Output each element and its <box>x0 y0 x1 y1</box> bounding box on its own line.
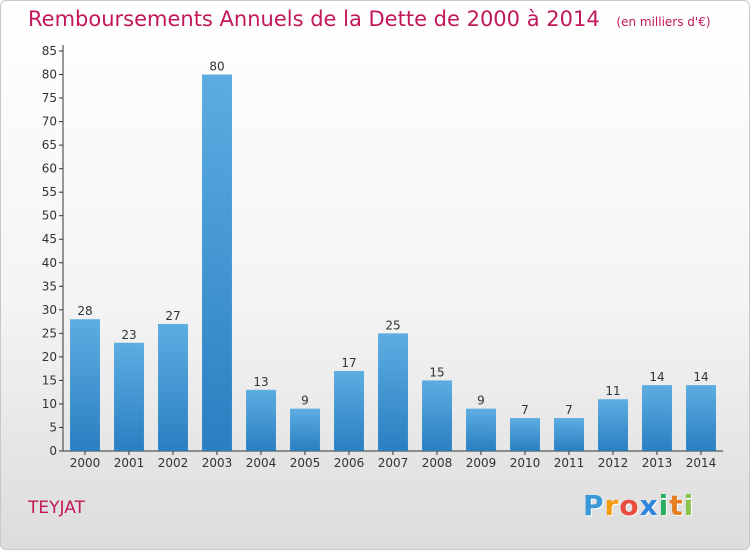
bar <box>290 408 320 451</box>
bar <box>202 74 232 451</box>
logo-letter: i <box>658 489 670 522</box>
bar-value-label: 28 <box>77 304 92 318</box>
bar-value-label: 80 <box>209 60 224 74</box>
x-tick-label: 2004 <box>246 456 277 470</box>
bar <box>510 418 540 451</box>
x-tick-label: 2000 <box>70 456 101 470</box>
bar-value-label: 27 <box>165 309 180 323</box>
bar <box>334 371 364 451</box>
bar-value-label: 25 <box>385 318 400 332</box>
x-tick-label: 2013 <box>642 456 673 470</box>
logo-letter: P <box>583 489 605 522</box>
bar <box>554 418 584 451</box>
y-tick-label: 15 <box>42 373 57 387</box>
chart-title-text: Remboursements Annuels de la Dette de 20… <box>28 7 600 31</box>
bar <box>642 385 672 451</box>
bar-value-label: 7 <box>521 403 529 417</box>
bar-value-label: 9 <box>477 394 485 408</box>
bar-value-label: 14 <box>693 370 708 384</box>
x-tick-label: 2001 <box>114 456 145 470</box>
y-tick-label: 45 <box>42 232 57 246</box>
bar <box>378 333 408 451</box>
bar-value-label: 13 <box>253 375 268 389</box>
chart-unit-note: (en milliers d'€) <box>616 15 711 29</box>
bar <box>466 408 496 451</box>
x-tick-label: 2005 <box>290 456 321 470</box>
logo-letter: x <box>639 489 659 522</box>
bar <box>158 323 188 451</box>
x-tick-label: 2010 <box>510 456 541 470</box>
y-tick-label: 35 <box>42 279 57 293</box>
y-tick-label: 5 <box>49 420 57 434</box>
x-tick-label: 2003 <box>202 456 233 470</box>
y-tick-label: 75 <box>42 91 57 105</box>
y-tick-label: 0 <box>49 444 57 458</box>
y-tick-label: 85 <box>42 44 57 58</box>
bar-value-label: 17 <box>341 356 356 370</box>
chart-title: Remboursements Annuels de la Dette de 20… <box>28 7 711 31</box>
bar <box>246 389 276 451</box>
bar-value-label: 23 <box>121 328 136 342</box>
bar <box>114 342 144 451</box>
y-tick-label: 50 <box>42 209 57 223</box>
bar <box>686 385 716 451</box>
y-tick-label: 55 <box>42 185 57 199</box>
bar <box>422 380 452 451</box>
y-tick-label: 80 <box>42 68 57 82</box>
y-tick-label: 65 <box>42 138 57 152</box>
bar <box>70 319 100 451</box>
x-tick-label: 2014 <box>686 456 717 470</box>
logo-letter: r <box>604 489 620 522</box>
bar-value-label: 11 <box>605 384 620 398</box>
y-tick-label: 25 <box>42 326 57 340</box>
y-tick-label: 10 <box>42 397 57 411</box>
logo-letter: t <box>669 489 684 522</box>
x-tick-label: 2012 <box>598 456 629 470</box>
x-tick-label: 2011 <box>554 456 585 470</box>
x-tick-label: 2007 <box>378 456 409 470</box>
y-tick-label: 20 <box>42 350 57 364</box>
y-tick-label: 70 <box>42 115 57 129</box>
bar-value-label: 9 <box>301 394 309 408</box>
proxiti-logo: Proxiti <box>583 489 694 522</box>
y-tick-label: 60 <box>42 162 57 176</box>
bar <box>598 399 628 451</box>
x-tick-label: 2002 <box>158 456 189 470</box>
bar-value-label: 7 <box>565 403 573 417</box>
y-tick-label: 30 <box>42 303 57 317</box>
x-tick-label: 2008 <box>422 456 453 470</box>
commune-name: TEYJAT <box>28 498 85 518</box>
logo-letter: o <box>619 489 640 522</box>
x-tick-label: 2006 <box>334 456 365 470</box>
y-tick-label: 40 <box>42 256 57 270</box>
bar-value-label: 15 <box>429 365 444 379</box>
x-tick-label: 2009 <box>466 456 497 470</box>
bar-value-label: 14 <box>649 370 664 384</box>
logo-letter: i <box>683 489 695 522</box>
